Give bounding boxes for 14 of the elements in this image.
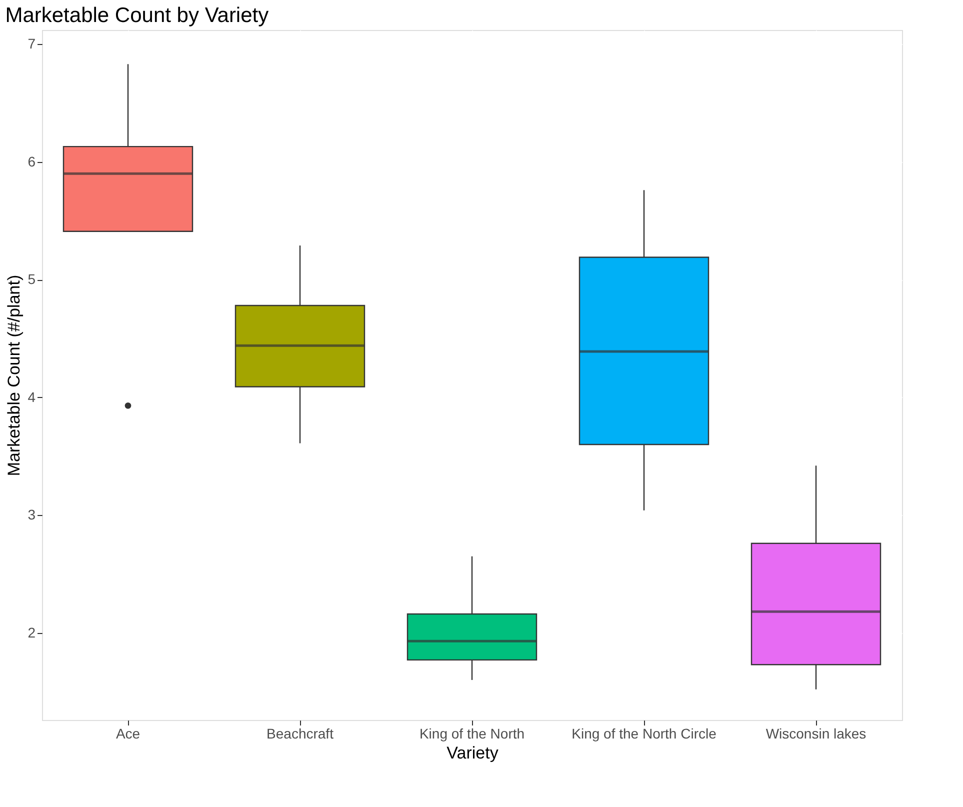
chart-title: Marketable Count by Variety (5, 4, 270, 27)
x-axis-title: Variety (446, 744, 499, 762)
y-tick-label: 4 (28, 388, 36, 405)
y-tick-label: 3 (28, 506, 36, 523)
y-tick-label: 7 (28, 36, 36, 52)
x-tick-label: Ace (116, 726, 140, 742)
x-tick-label: King of the North Circle (572, 726, 717, 742)
x-tick-label: Wisconsin lakes (766, 726, 866, 742)
y-axis-title: Marketable Count (#/plant) (4, 274, 24, 476)
x-tick-label: Beachcraft (266, 726, 334, 742)
y-tick-label: 2 (28, 624, 36, 640)
y-tick-label: 5 (28, 271, 36, 288)
x-tick-label: King of the North (419, 726, 525, 742)
y-tick-label: 6 (28, 153, 36, 170)
